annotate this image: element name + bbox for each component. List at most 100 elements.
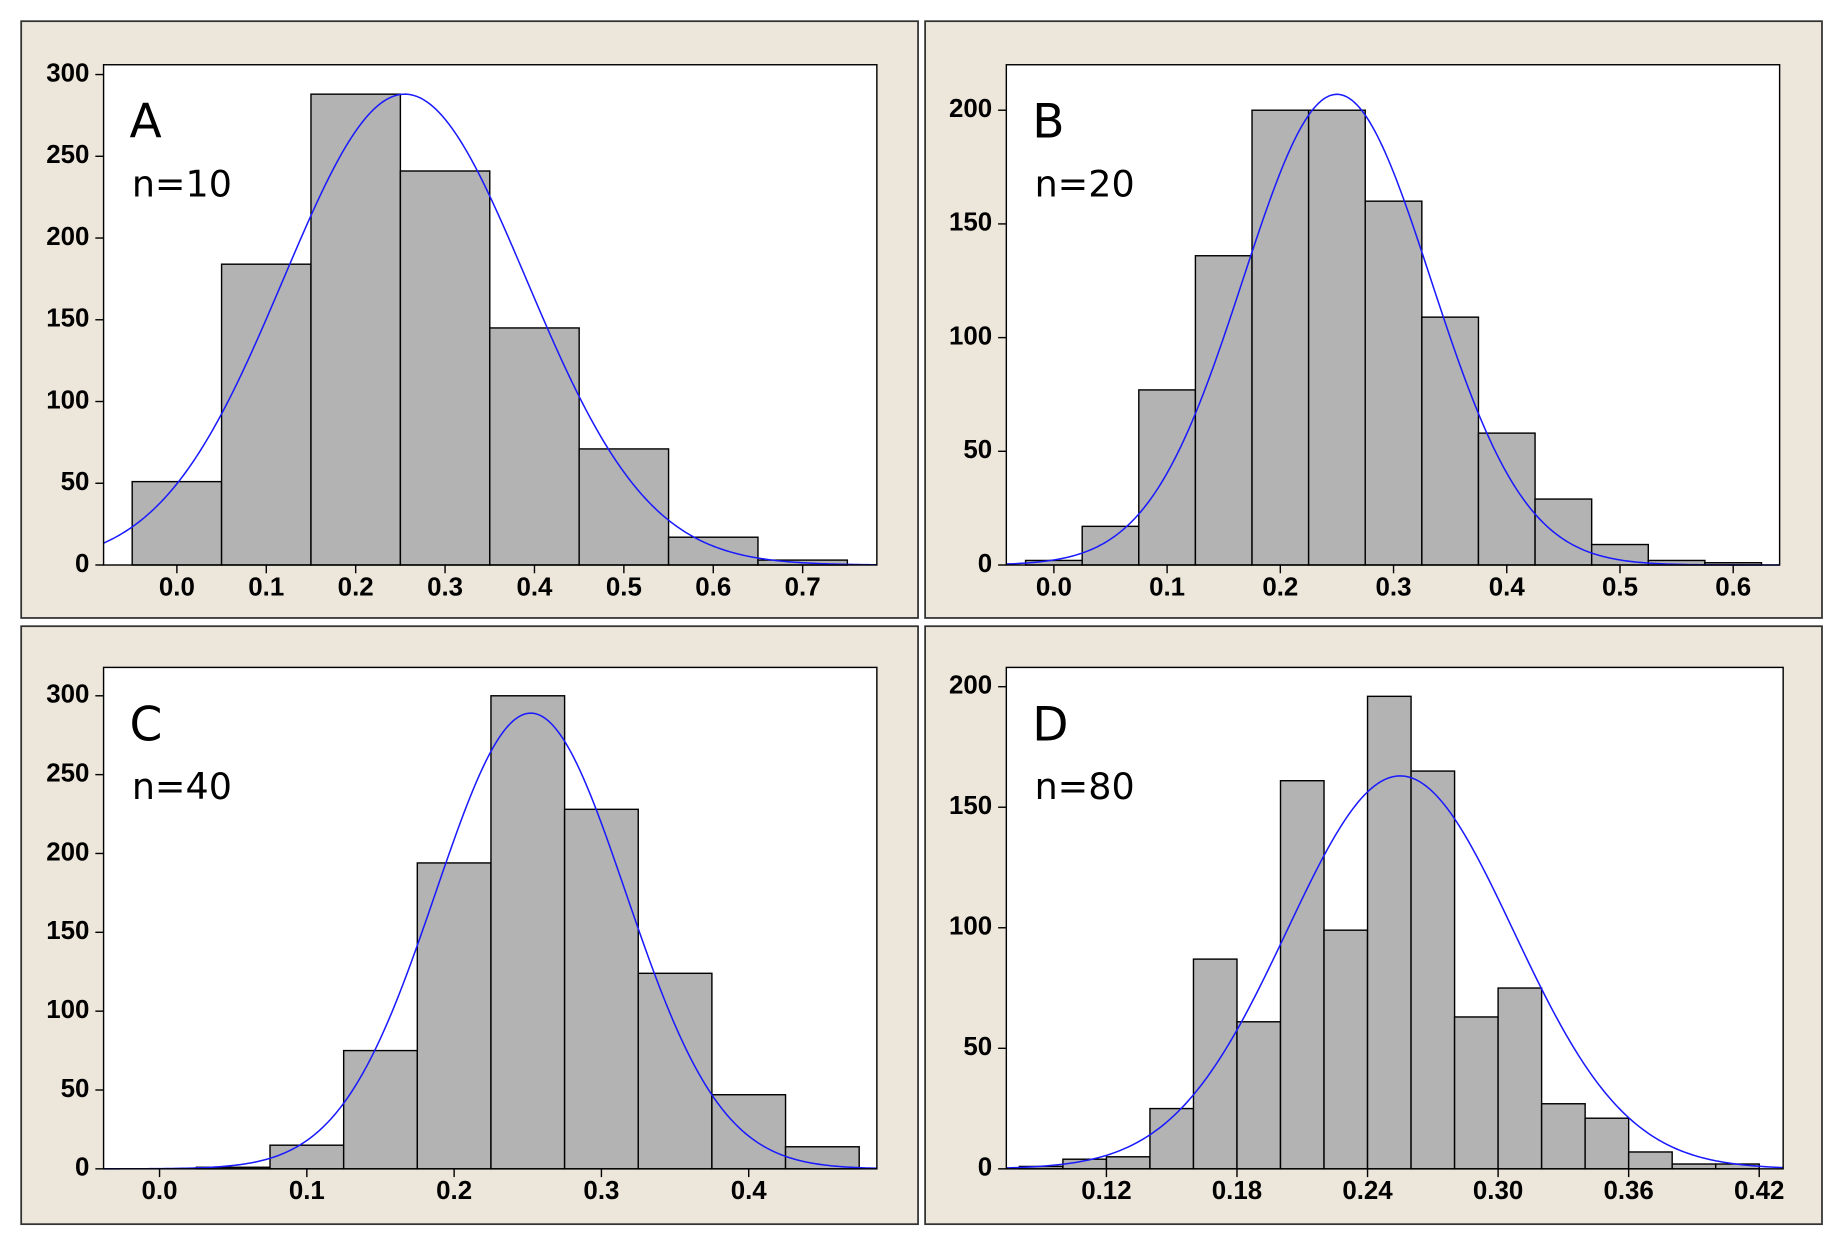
x-tick-label: 0.42 bbox=[1734, 1177, 1784, 1205]
x-tick-label: 0.2 bbox=[1262, 573, 1298, 601]
y-tick-label: 150 bbox=[46, 917, 89, 945]
panel-letter: D bbox=[1032, 697, 1068, 752]
histogram-bar bbox=[1671, 1163, 1717, 1170]
histogram-bar bbox=[637, 972, 713, 1170]
y-tick-label: 300 bbox=[46, 59, 89, 87]
histogram-bar bbox=[1138, 389, 1197, 566]
histogram-bar bbox=[1366, 695, 1412, 1170]
y-tick-label: 50 bbox=[61, 1075, 90, 1103]
x-tick-label: 0.5 bbox=[606, 573, 642, 601]
plot-frame bbox=[102, 64, 878, 566]
fit-curve bbox=[103, 712, 877, 1170]
histogram-bar bbox=[269, 1144, 345, 1170]
histogram-bar bbox=[1477, 432, 1536, 566]
y-tick-label: 50 bbox=[963, 1033, 992, 1061]
histogram-bar bbox=[1251, 109, 1310, 566]
histogram-bar bbox=[578, 448, 670, 566]
histogram-bar bbox=[1364, 200, 1423, 566]
histogram-bar bbox=[131, 480, 223, 566]
x-tick-label: 0.4 bbox=[1489, 573, 1526, 601]
y-tick-label: 250 bbox=[46, 759, 89, 787]
sample-size: n=40 bbox=[132, 765, 232, 808]
x-tick-label: 0.2 bbox=[338, 573, 374, 601]
y-tick-label: 200 bbox=[46, 223, 89, 251]
histogram-bar bbox=[310, 93, 402, 566]
panel-letter: C bbox=[129, 697, 162, 752]
histogram-bar bbox=[220, 263, 312, 566]
x-tick-label: 0.3 bbox=[427, 573, 463, 601]
x-tick-label: 0.4 bbox=[731, 1177, 768, 1205]
y-tick-label: 0 bbox=[978, 550, 992, 578]
x-tick-label: 0.1 bbox=[289, 1177, 325, 1205]
histogram-bar bbox=[1410, 770, 1456, 1170]
histogram-bar bbox=[1584, 1117, 1630, 1170]
histogram-bar bbox=[1081, 525, 1140, 566]
histogram-bar bbox=[1323, 929, 1369, 1170]
histogram-bar bbox=[1453, 1016, 1499, 1170]
x-tick-label: 0.0 bbox=[1036, 573, 1072, 601]
y-tick-label: 100 bbox=[46, 996, 89, 1024]
histogram-bar bbox=[1540, 1103, 1586, 1170]
plot-frame bbox=[1005, 666, 1784, 1170]
x-tick-label: 0.2 bbox=[436, 1177, 472, 1205]
x-tick-label: 0.3 bbox=[583, 1177, 619, 1205]
y-tick-label: 200 bbox=[949, 672, 992, 700]
panel-letter: B bbox=[1032, 95, 1064, 150]
y-tick-label: 150 bbox=[949, 792, 992, 820]
x-tick-label: 0.7 bbox=[785, 573, 821, 601]
x-tick-label: 0.30 bbox=[1473, 1177, 1523, 1205]
y-tick-label: 250 bbox=[46, 141, 89, 169]
histogram-bar bbox=[667, 536, 759, 566]
histogram-bar bbox=[711, 1094, 787, 1170]
histogram-bar bbox=[342, 1049, 419, 1170]
panel-letter: A bbox=[129, 95, 161, 150]
y-tick-label: 0 bbox=[75, 1154, 89, 1182]
sample-size: n=80 bbox=[1035, 765, 1135, 808]
histogram-bar bbox=[1627, 1151, 1673, 1170]
histogram-bar bbox=[1236, 1021, 1282, 1170]
sample-size: n=10 bbox=[132, 163, 232, 206]
histogram-bar bbox=[1497, 987, 1543, 1170]
x-tick-label: 0.1 bbox=[248, 573, 284, 601]
fit-curve bbox=[1006, 93, 1780, 566]
y-tick-label: 100 bbox=[46, 386, 89, 414]
x-tick-label: 0.4 bbox=[516, 573, 553, 601]
histogram-bar bbox=[1194, 255, 1253, 566]
y-tick-label: 0 bbox=[978, 1154, 992, 1182]
x-tick-label: 0.5 bbox=[1602, 573, 1638, 601]
histogram-bar bbox=[1421, 316, 1480, 566]
y-tick-label: 100 bbox=[949, 913, 992, 941]
histogram-bar bbox=[563, 808, 639, 1170]
y-tick-label: 50 bbox=[61, 468, 90, 496]
y-tick-label: 200 bbox=[46, 838, 89, 866]
x-tick-label: 0.3 bbox=[1376, 573, 1412, 601]
y-tick-label: 50 bbox=[963, 436, 992, 464]
sample-size: n=20 bbox=[1035, 163, 1135, 206]
x-tick-label: 0.36 bbox=[1603, 1177, 1653, 1205]
plot-frame bbox=[102, 666, 878, 1170]
y-tick-label: 150 bbox=[949, 209, 992, 237]
histogram-bar bbox=[1534, 498, 1593, 566]
histogram-bar bbox=[1192, 958, 1238, 1170]
x-tick-label: 0.18 bbox=[1212, 1177, 1262, 1205]
histogram-bar bbox=[1279, 780, 1325, 1170]
x-tick-label: 0.24 bbox=[1342, 1177, 1393, 1205]
histogram-bar bbox=[784, 1146, 860, 1170]
histogram-bar bbox=[1105, 1156, 1151, 1170]
x-tick-label: 0.1 bbox=[1149, 573, 1185, 601]
histogram-bar bbox=[490, 695, 566, 1170]
x-tick-label: 0.0 bbox=[159, 573, 195, 601]
y-tick-label: 0 bbox=[75, 550, 89, 578]
x-tick-label: 0.6 bbox=[1715, 573, 1751, 601]
histogram-bar bbox=[416, 862, 492, 1170]
y-tick-label: 150 bbox=[46, 305, 89, 333]
x-tick-label: 0.0 bbox=[142, 1177, 178, 1205]
histogram-bar bbox=[399, 170, 491, 566]
fit-curve bbox=[1006, 775, 1784, 1169]
y-tick-label: 100 bbox=[949, 322, 992, 350]
x-tick-label: 0.6 bbox=[695, 573, 731, 601]
y-tick-label: 200 bbox=[949, 95, 992, 123]
y-tick-label: 300 bbox=[46, 681, 89, 709]
